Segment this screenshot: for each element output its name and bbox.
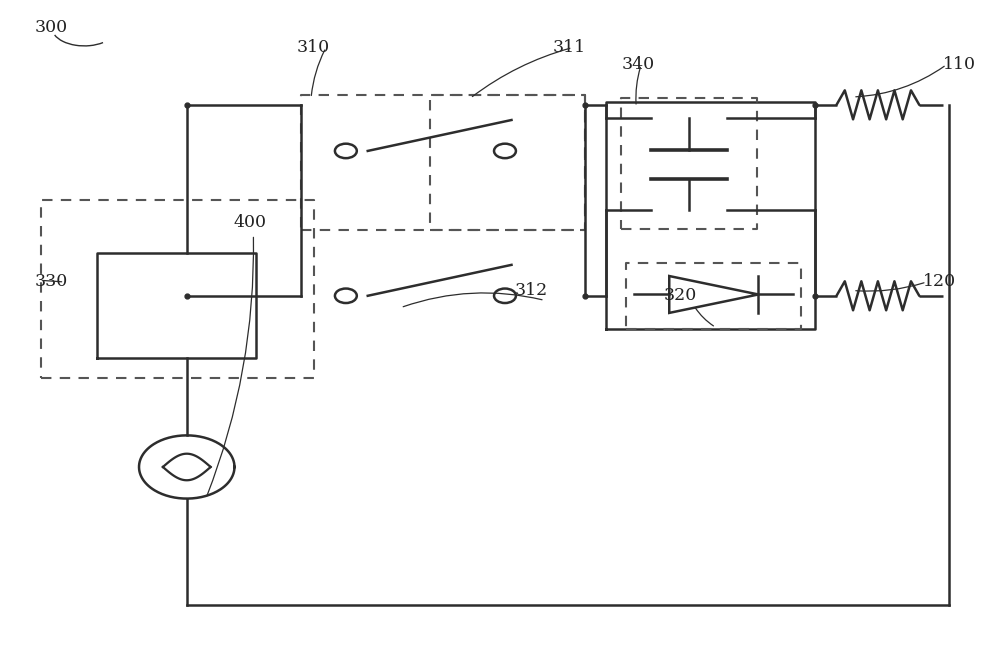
Text: 120: 120	[923, 274, 956, 290]
Text: 340: 340	[621, 56, 654, 73]
Text: 300: 300	[35, 19, 68, 37]
Text: 311: 311	[553, 39, 586, 56]
Text: 320: 320	[664, 287, 697, 303]
Text: 330: 330	[35, 274, 68, 290]
Text: 110: 110	[943, 56, 976, 73]
Text: 310: 310	[296, 39, 329, 56]
Text: 312: 312	[515, 282, 548, 299]
Text: 400: 400	[233, 214, 266, 231]
